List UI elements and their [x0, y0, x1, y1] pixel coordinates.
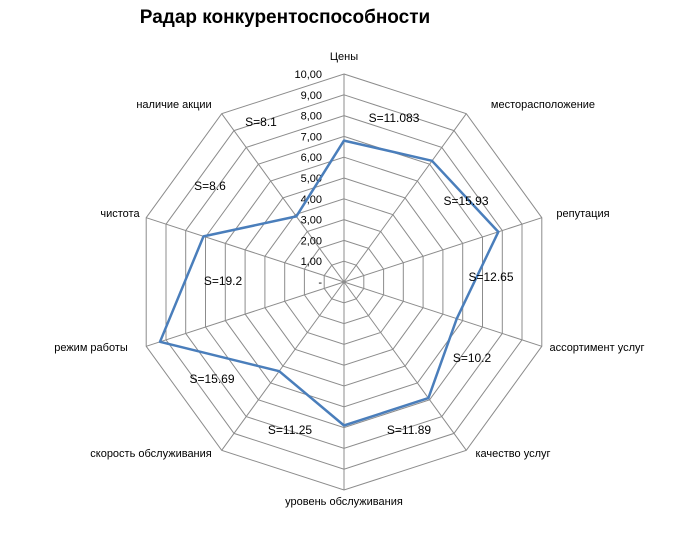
area-annotation: S=12.65	[468, 270, 513, 284]
tick-label: 6,00	[301, 152, 322, 164]
category-label: Цены	[330, 51, 358, 63]
area-annotation: S=10.2	[453, 351, 492, 365]
tick-label: 8,00	[301, 111, 322, 123]
category-label: качество услуг	[475, 448, 550, 460]
series-layer	[158, 139, 500, 427]
category-labels: Цены месторасположение репутация ассортимен…	[54, 51, 644, 508]
tick-label: 9,00	[301, 90, 322, 102]
tick-label: 10,00	[294, 69, 322, 81]
area-annotation: S=15.93	[443, 194, 488, 208]
area-annotation: S=11.89	[387, 423, 431, 437]
category-label: режим работы	[54, 342, 128, 354]
category-label: месторасположение	[491, 99, 595, 111]
radial-tick-labels: -1,002,003,004,005,006,007,008,009,0010,…	[294, 69, 322, 289]
area-annotation: S=8.1	[245, 115, 277, 129]
chart-title: Радар конкурентоспособности	[140, 7, 430, 28]
tick-label: 1,00	[301, 256, 322, 268]
area-annotation: S=11.25	[268, 423, 312, 437]
area-annotation: S=8.6	[194, 179, 226, 193]
category-label: наличие акции	[136, 99, 211, 111]
area-annotation: S=11.083	[369, 111, 420, 125]
area-annotation: S=15.69	[189, 372, 234, 386]
axis-spoke	[343, 281, 542, 347]
tick-label: 3,00	[301, 215, 322, 227]
axis-spoke	[221, 281, 345, 451]
radar-spokes	[146, 74, 542, 490]
axis-spoke	[343, 217, 542, 283]
category-label: скорость обслуживания	[90, 448, 212, 460]
area-annotations: S=11.083 S=15.93 S=12.65 S=10.2 S=11.89 S=11.…	[189, 111, 513, 437]
category-label: репутация	[556, 208, 609, 220]
axis-spoke	[146, 217, 345, 283]
category-label: ассортимент услуг	[549, 342, 644, 354]
axis-spoke	[221, 113, 345, 283]
tick-label: -	[318, 277, 322, 289]
category-label: уровень обслуживания	[285, 496, 403, 508]
series-line	[158, 139, 500, 427]
axis-spoke	[343, 281, 467, 451]
area-annotation: S=19.2	[204, 274, 243, 288]
tick-label: 7,00	[301, 131, 322, 143]
category-label: чистота	[100, 208, 140, 220]
tick-label: 2,00	[301, 235, 322, 247]
axis-spoke	[146, 281, 345, 347]
axis-spoke	[343, 113, 467, 283]
